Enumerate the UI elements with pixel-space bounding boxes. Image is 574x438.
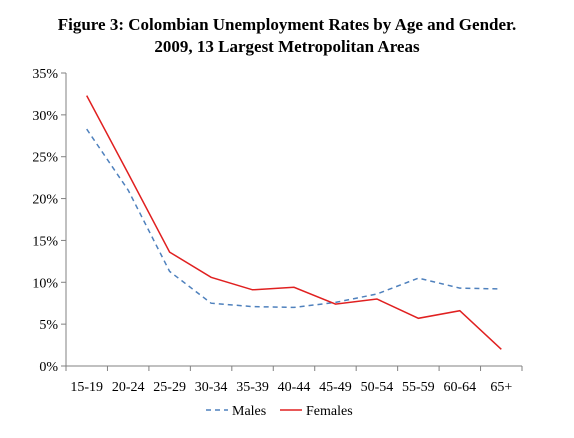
x-tick-label: 55-59 [402,380,435,395]
y-tick-label: 5% [39,318,58,333]
series-line-females [86,95,502,350]
y-tick-label: 15% [32,234,58,249]
series-line-males [86,128,502,309]
x-tick-label: 45-49 [319,380,352,395]
legend-label-females: Females [306,404,353,419]
x-tick-label: 60-64 [443,380,476,395]
chart-title-line-2: 2009, 13 Largest Metropolitan Areas [154,37,420,56]
x-tick-label: 20-24 [112,380,145,395]
y-tick-label: 0% [39,360,58,375]
x-tick-label: 25-29 [153,380,186,395]
x-tick-label: 50-54 [361,380,394,395]
y-tick-label: 10% [32,276,58,291]
x-tick-label: 15-19 [70,380,103,395]
x-tick-label: 40-44 [278,380,311,395]
legend-label-males: Males [232,404,266,419]
y-tick-label: 25% [32,151,58,166]
y-tick-label: 30% [32,109,58,124]
y-tick-label: 35% [32,67,58,82]
x-tick-label: 30-34 [195,380,228,395]
y-tick-label: 20% [32,193,58,208]
chart-title: Figure 3: Colombian Unemployment Rates b… [0,14,574,58]
x-tick-label: 65+ [490,380,512,395]
chart-title-line-1: Figure 3: Colombian Unemployment Rates b… [57,15,517,34]
x-tick-label: 35-39 [236,380,269,395]
